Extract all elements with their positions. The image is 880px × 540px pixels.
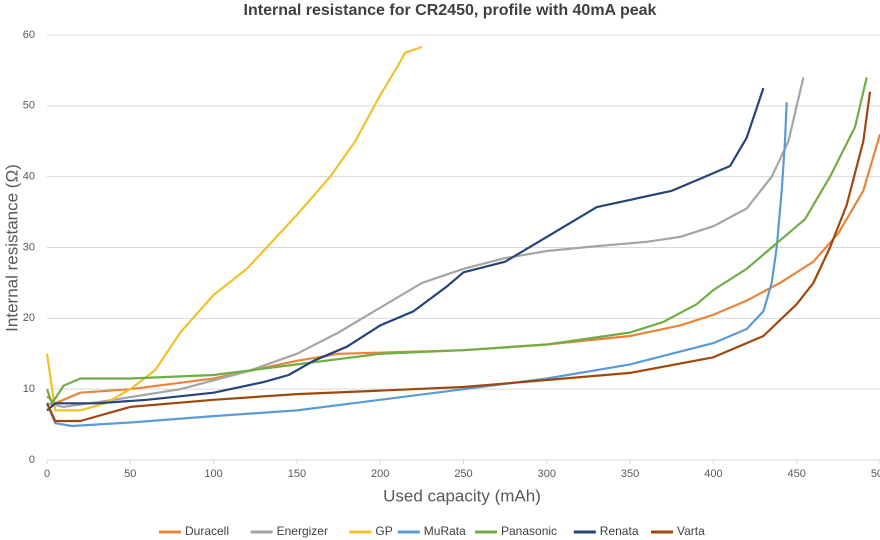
legend-label: Panasonic xyxy=(501,524,557,538)
y-tick-label: 40 xyxy=(23,171,35,183)
series-line xyxy=(45,45,423,412)
legend-label: Duracell xyxy=(185,524,229,538)
x-axis-title: Used capacity (mAh) xyxy=(383,486,541,505)
x-tick-label: 100 xyxy=(204,468,222,480)
series-line xyxy=(45,102,788,428)
x-tick-label: 350 xyxy=(621,468,639,480)
x-tick-label: 250 xyxy=(454,468,472,480)
series-line xyxy=(46,77,805,408)
legend-label: Renata xyxy=(600,524,639,538)
y-tick-label: 10 xyxy=(23,383,35,395)
series-line xyxy=(45,77,868,405)
y-tick-label: 50 xyxy=(23,100,35,112)
series-line xyxy=(46,91,872,423)
x-tick-label: 150 xyxy=(288,468,306,480)
chart-title: Internal resistance for CR2450, profile … xyxy=(244,2,657,19)
x-tick-label: 50 xyxy=(124,468,136,480)
x-tick-label: 300 xyxy=(538,468,556,480)
y-tick-label: 0 xyxy=(29,454,35,466)
x-tick-label: 200 xyxy=(371,468,389,480)
legend-label: Energizer xyxy=(277,524,328,538)
series-line xyxy=(46,87,765,412)
legend-label: Varta xyxy=(677,524,705,538)
x-tick-label: 450 xyxy=(788,468,806,480)
x-tick-label: 0 xyxy=(44,468,50,480)
y-tick-label: 60 xyxy=(23,29,35,41)
x-tick-label: 400 xyxy=(704,468,722,480)
y-tick-label: 30 xyxy=(23,241,35,253)
y-tick-label: 20 xyxy=(23,312,35,324)
series-line xyxy=(46,133,880,405)
legend-label: MuRata xyxy=(424,524,466,538)
y-axis-title: Internal resistance (Ω) xyxy=(2,164,21,332)
legend-label: GP xyxy=(375,524,392,538)
x-tick-label: 500 xyxy=(871,468,880,480)
